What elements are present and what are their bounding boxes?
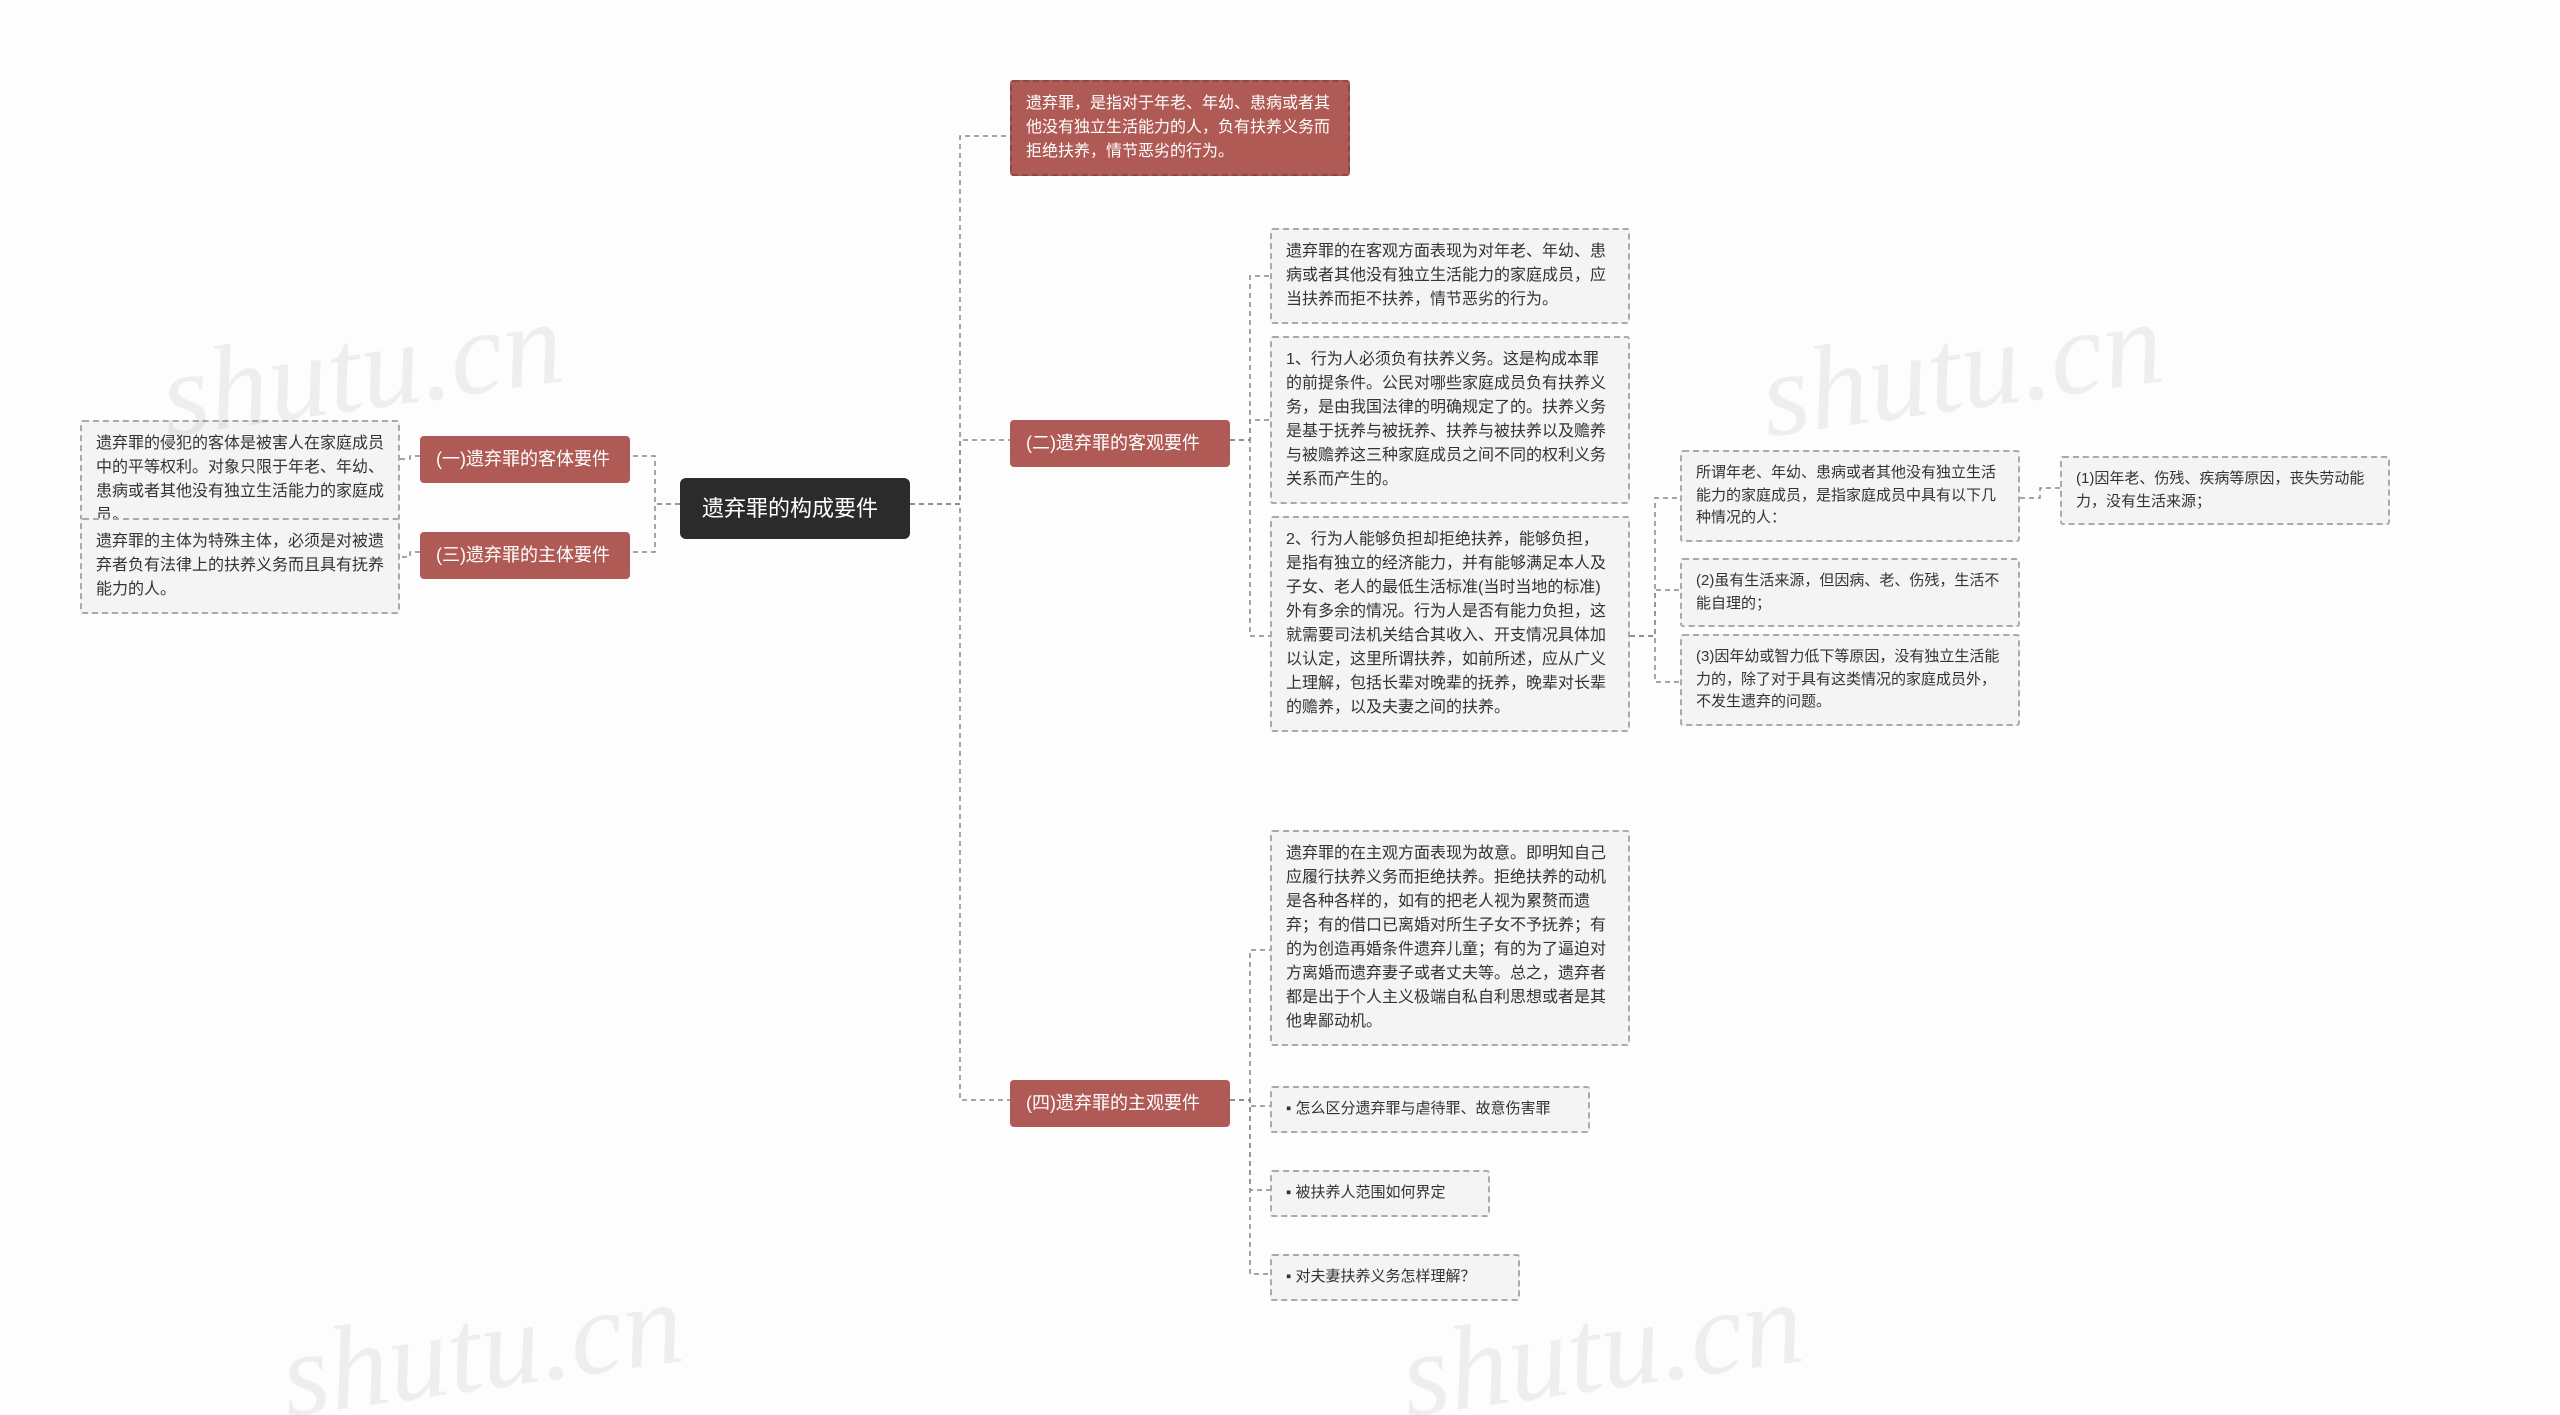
leaf-family-def: 所谓年老、年幼、患病或者其他没有独立生活能力的家庭成员，是指家庭成员中具有以下几… bbox=[1680, 450, 2020, 542]
branch-object-elements[interactable]: (一)遗弃罪的客体要件 bbox=[420, 436, 630, 483]
leaf-question-3: 对夫妻扶养义务怎样理解？ bbox=[1270, 1254, 1520, 1301]
watermark: shutu.cn bbox=[272, 1253, 691, 1415]
branch-subjective-elements[interactable]: (四)遗弃罪的主观要件 bbox=[1010, 1080, 1230, 1127]
leaf-subject-desc: 遗弃罪的主体为特殊主体，必须是对被遗弃者负有法律上的扶养义务而且具有抚养能力的人… bbox=[80, 518, 400, 614]
leaf-objective-3: 2、行为人能够负担却拒绝扶养，能够负担，是指有独立的经济能力，并有能够满足本人及… bbox=[1270, 516, 1630, 732]
leaf-case-1: (1)因年老、伤残、疾病等原因，丧失劳动能力，没有生活来源； bbox=[2060, 456, 2390, 525]
leaf-question-1: 怎么区分遗弃罪与虐待罪、故意伤害罪 bbox=[1270, 1086, 1590, 1133]
leaf-objective-1: 遗弃罪的在客观方面表现为对年老、年幼、患病或者其他没有独立生活能力的家庭成员，应… bbox=[1270, 228, 1630, 324]
watermark: shutu.cn bbox=[1752, 273, 2171, 466]
root-node[interactable]: 遗弃罪的构成要件 bbox=[680, 478, 910, 539]
leaf-case-2: (2)虽有生活来源，但因病、老、伤残，生活不能自理的； bbox=[1680, 558, 2020, 627]
leaf-objective-2: 1、行为人必须负有扶养义务。这是构成本罪的前提条件。公民对哪些家庭成员负有扶养义… bbox=[1270, 336, 1630, 504]
branch-objective-elements[interactable]: (二)遗弃罪的客观要件 bbox=[1010, 420, 1230, 467]
branch-subject-elements[interactable]: (三)遗弃罪的主体要件 bbox=[420, 532, 630, 579]
leaf-case-3: (3)因年幼或智力低下等原因，没有独立生活能力的，除了对于具有这类情况的家庭成员… bbox=[1680, 634, 2020, 726]
definition-node: 遗弃罪，是指对于年老、年幼、患病或者其他没有独立生活能力的人，负有扶养义务而拒绝… bbox=[1010, 80, 1350, 176]
leaf-question-2: 被扶养人范围如何界定 bbox=[1270, 1170, 1490, 1217]
leaf-subjective-desc: 遗弃罪的在主观方面表现为故意。即明知自己应履行扶养义务而拒绝扶养。拒绝扶养的动机… bbox=[1270, 830, 1630, 1046]
